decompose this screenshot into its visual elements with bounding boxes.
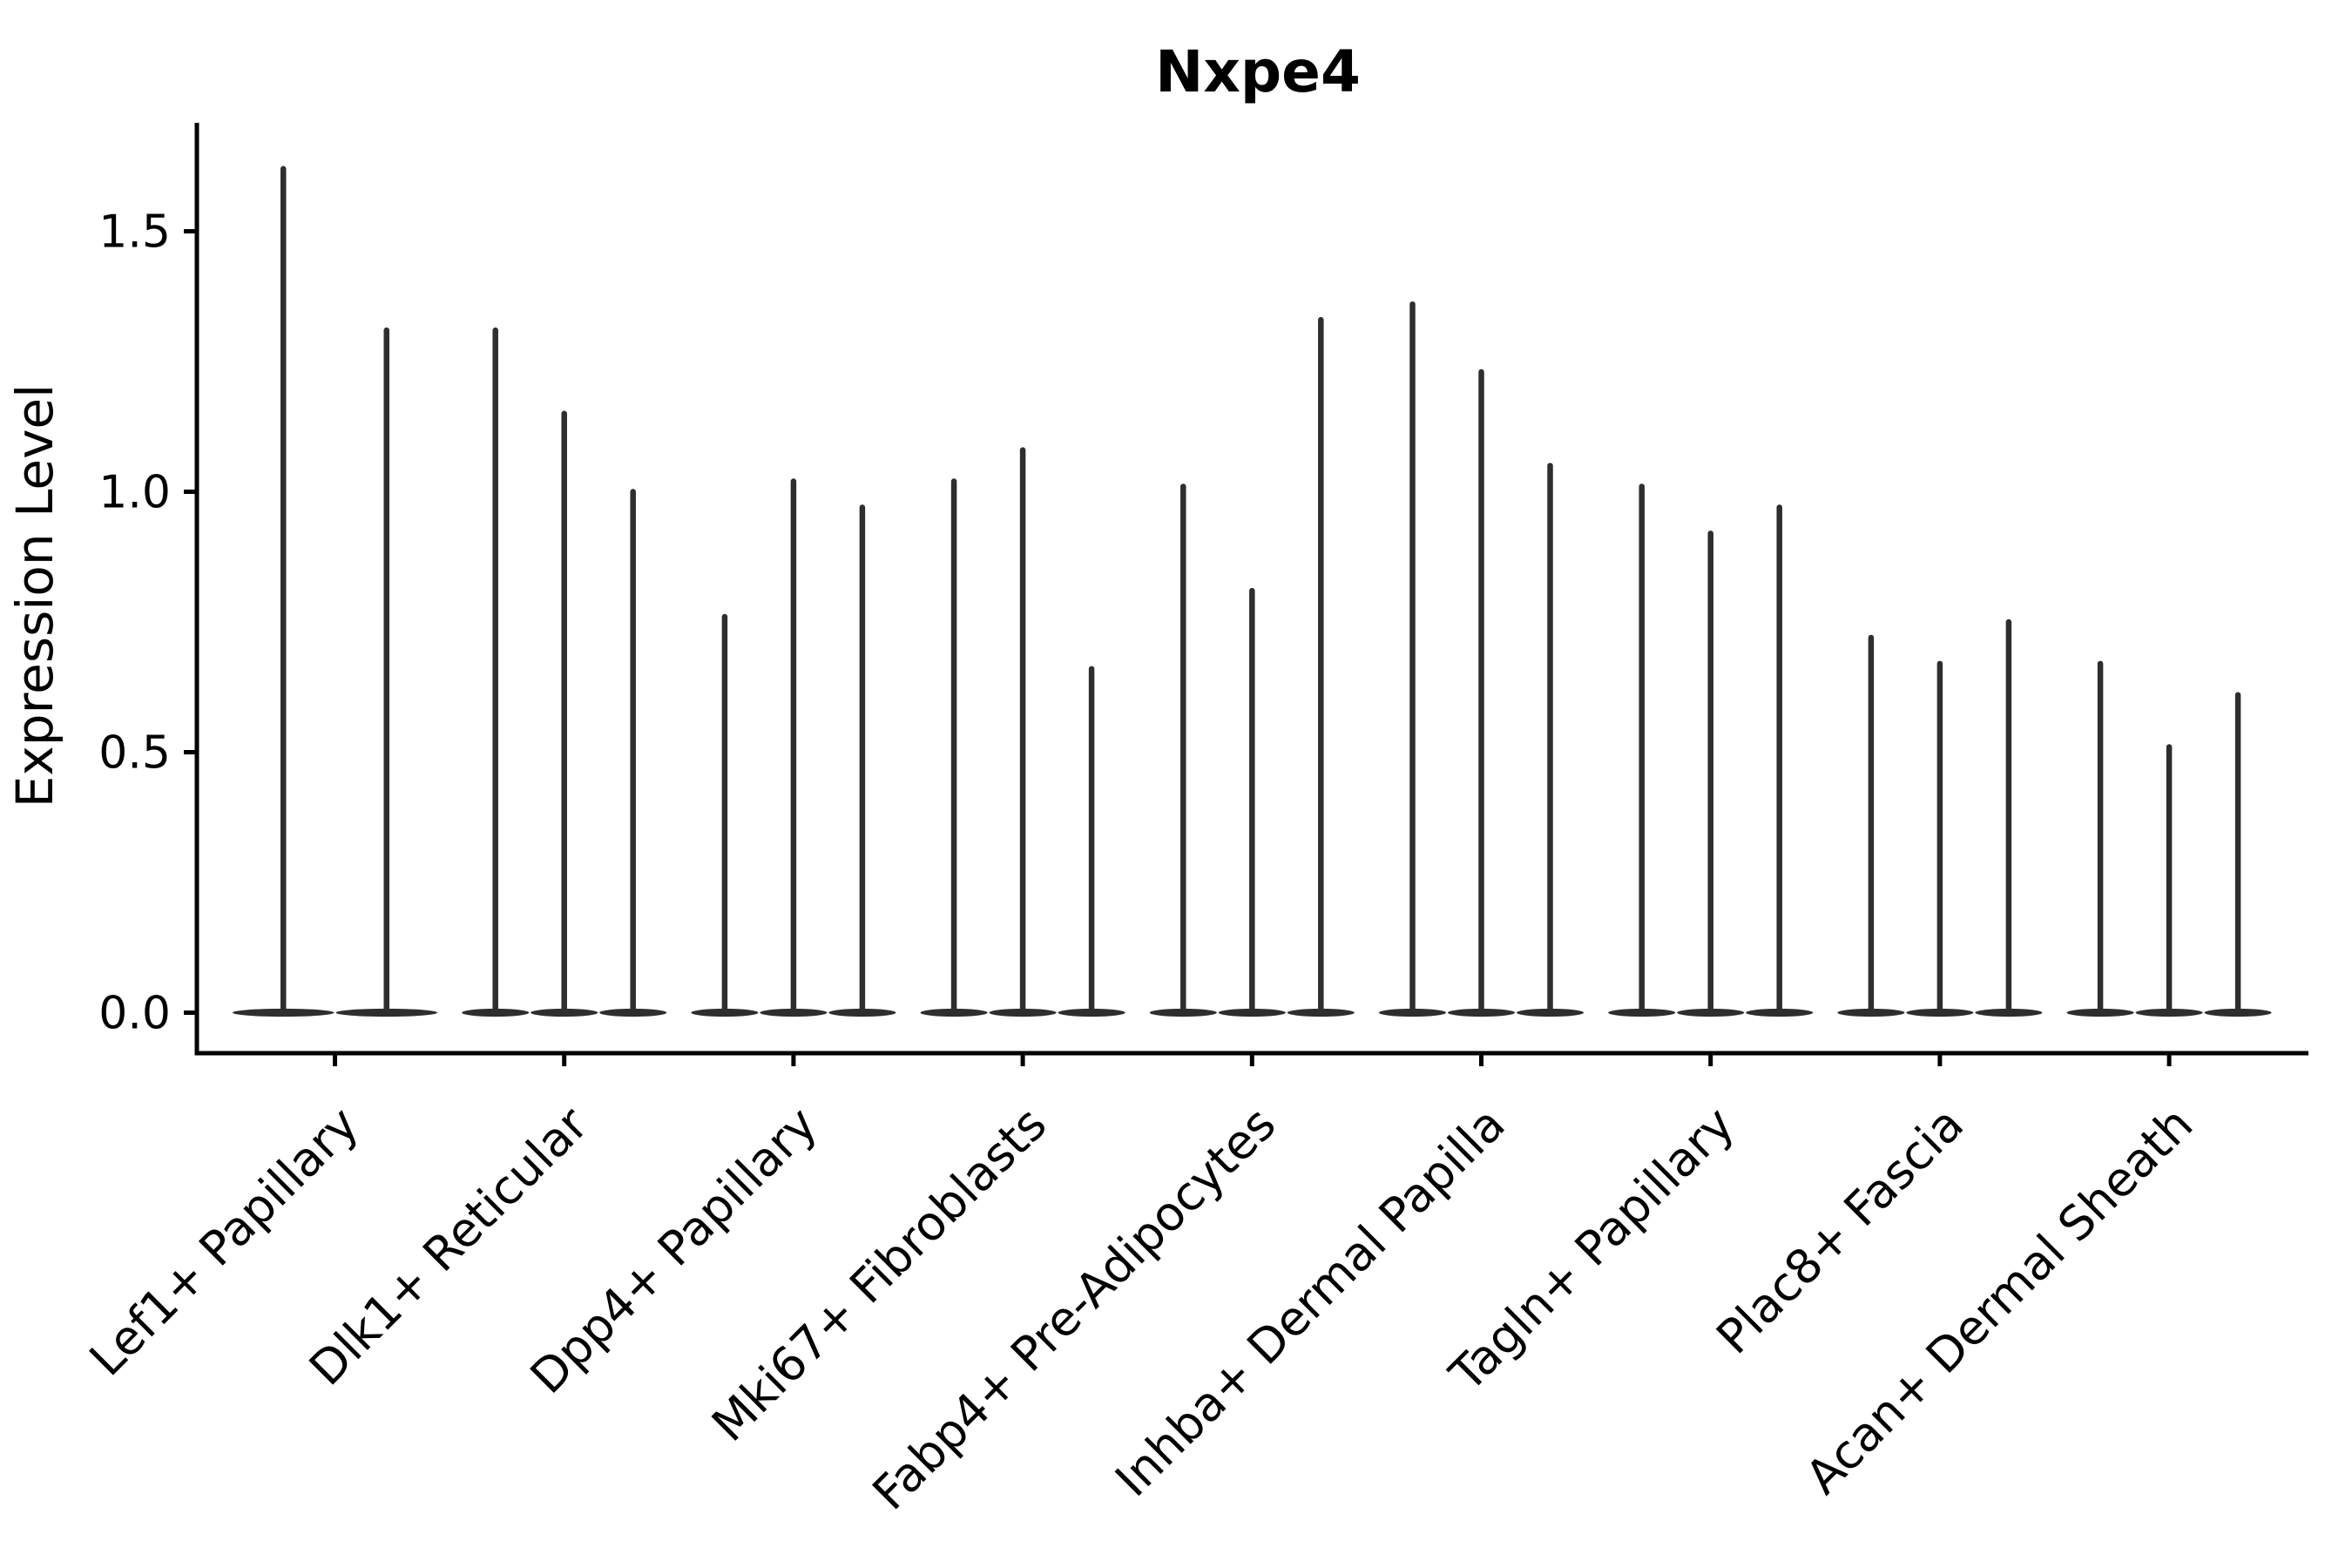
- violin-group: [1149, 316, 1355, 1017]
- chart-title: Nxpe4: [1155, 38, 1361, 105]
- x-tick-label: Plac8+ Fascia: [1706, 1097, 1974, 1365]
- violin-series: [233, 166, 2272, 1017]
- x-tick-label: Acan+ Dermal Sheath: [1795, 1097, 2203, 1504]
- y-tick-label: 1.5: [98, 206, 171, 259]
- violin-group: [1837, 618, 2043, 1017]
- violin-group: [920, 447, 1125, 1017]
- violin-group: [691, 478, 896, 1017]
- y-tick-label: 0.5: [98, 727, 171, 780]
- violin-group: [462, 327, 667, 1017]
- violin-group: [1379, 301, 1584, 1017]
- y-axis-label: Expression Level: [5, 384, 64, 808]
- x-tick-label: Fabp4+ Pre-Adipocytes: [862, 1097, 1287, 1521]
- y-tick-label: 1.0: [98, 467, 171, 519]
- violin-group: [1608, 483, 1814, 1017]
- y-tick-label: 0.0: [98, 988, 171, 1040]
- violin-group: [233, 166, 437, 1017]
- x-tick-label: Inhba+ Dermal Papilla: [1105, 1097, 1515, 1507]
- violin-group: [2066, 660, 2272, 1017]
